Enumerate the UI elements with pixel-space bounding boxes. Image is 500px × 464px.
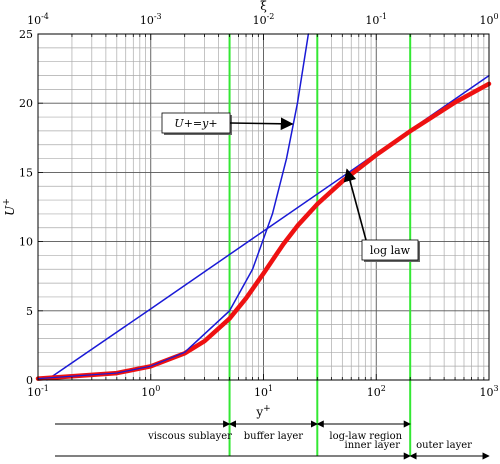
top-tick-label: 10-1 <box>365 12 387 27</box>
region-label: buffer layer <box>244 431 304 442</box>
x-tick-label: 101 <box>254 384 273 399</box>
region-label: log-law region <box>329 431 402 442</box>
top-axis-title: ξ <box>260 0 267 13</box>
y-tick-label: 5 <box>26 305 33 318</box>
axis-labels: 10-1 100 101 102 103 10-4 10-3 10-2 10-1 100 0 5 10 1… <box>2 0 499 419</box>
annotation-label: log law <box>370 244 411 257</box>
y-tick-label: 15 <box>19 166 33 179</box>
annotation-arrow <box>229 117 294 131</box>
region-label: outer layer <box>416 440 472 451</box>
x-tick-label: 100 <box>141 384 160 399</box>
annotation-label: U+=y+ <box>174 117 217 130</box>
top-tick-label: 100 <box>479 12 498 27</box>
y-axis-label: U+ <box>2 198 17 216</box>
annotation-box <box>361 239 419 261</box>
axis-ticks <box>37 33 485 381</box>
x-axis-label: y+ <box>255 404 270 419</box>
series-line-0-overlay <box>37 310 230 380</box>
y-tick-label: 20 <box>19 97 33 110</box>
top-tick-label: 10-3 <box>140 12 162 27</box>
annotation-arrow <box>343 168 367 241</box>
y-tick-label: 0 <box>26 374 33 387</box>
y-tick-label: 25 <box>19 28 33 41</box>
regions: viscous sublayer buffer layer log-law regi… <box>55 420 490 460</box>
series-group <box>35 33 492 381</box>
annotations: U+=y+ log law <box>161 112 420 262</box>
top-tick-label: 10-2 <box>253 12 275 27</box>
top-tick-label: 10-4 <box>27 12 49 27</box>
x-tick-label: 103 <box>479 384 498 399</box>
x-tick-label: 102 <box>367 384 386 399</box>
x-tick-label: 10-1 <box>27 384 49 399</box>
series-line-0 <box>37 33 310 380</box>
grid <box>37 34 490 380</box>
region-label: viscous sublayer <box>147 431 232 442</box>
y-tick-label: 10 <box>19 236 33 249</box>
region-label: inner layer <box>345 440 401 451</box>
